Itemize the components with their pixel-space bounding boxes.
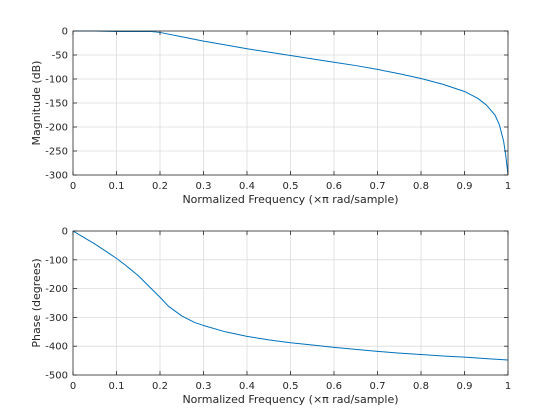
phase-x-axis-label: Normalized Frequency (×π rad/sample) <box>182 393 398 406</box>
magnitude-xtick-label: 1 <box>505 181 511 192</box>
magnitude-ytick-label: 0 <box>62 27 68 38</box>
phase-xtick-label: 0.9 <box>457 381 473 392</box>
magnitude-ytick-label: -250 <box>45 147 68 158</box>
phase-xtick-label: 1 <box>505 381 511 392</box>
magnitude-series-line <box>73 30 509 176</box>
magnitude-xtick-label: 0.1 <box>109 181 125 192</box>
phase-xtick-label: 0.3 <box>196 381 212 392</box>
magnitude-xtick-label: 0.9 <box>457 181 473 192</box>
phase-ytick-label: -300 <box>45 313 68 324</box>
magnitude-y-axis-label: Magnitude (dB) <box>30 61 43 146</box>
magnitude-xtick-label: 0 <box>70 181 76 192</box>
magnitude-ytick-label: -200 <box>45 123 68 134</box>
phase-y-axis-label: Phase (degrees) <box>30 258 43 347</box>
magnitude-xtick-label: 0.7 <box>370 181 386 192</box>
phase-series-line <box>72 230 509 361</box>
magnitude-ytick-label: -50 <box>52 51 68 62</box>
magnitude-plot: 0 0.1 0.2 0.3 0.4 0.5 0.6 0.7 0.8 0.9 1 0 -50 -100 -15… <box>30 27 511 207</box>
phase-xtick-label: 0.6 <box>326 381 342 392</box>
magnitude-xtick-label: 0.6 <box>326 181 342 192</box>
magnitude-xtick-label: 0.3 <box>196 181 212 192</box>
magnitude-xtick-label: 0.5 <box>283 181 299 192</box>
magnitude-ytick-label: -300 <box>45 171 68 182</box>
magnitude-xtick-label: 0.4 <box>239 181 255 192</box>
magnitude-x-axis-label: Normalized Frequency (×π rad/sample) <box>182 193 398 206</box>
magnitude-ytick-label: -150 <box>45 99 68 110</box>
phase-ytick-label: -400 <box>45 342 68 353</box>
phase-plot: 0 0.1 0.2 0.3 0.4 0.5 0.6 0.7 0.8 0.9 1 0 -100 -200 -3… <box>30 227 511 407</box>
magnitude-ytick-label: -100 <box>45 75 68 86</box>
phase-xtick-label: 0.1 <box>109 381 125 392</box>
phase-ytick-label: 0 <box>62 227 68 238</box>
phase-xtick-label: 0.2 <box>152 381 168 392</box>
phase-xtick-label: 0 <box>70 381 76 392</box>
phase-xtick-label: 0.8 <box>413 381 429 392</box>
phase-ytick-label: -500 <box>45 371 68 382</box>
phase-xtick-label: 0.7 <box>370 381 386 392</box>
magnitude-xtick-label: 0.8 <box>413 181 429 192</box>
phase-xtick-label: 0.5 <box>283 381 299 392</box>
phase-ytick-label: -200 <box>45 284 68 295</box>
magnitude-xtick-label: 0.2 <box>152 181 168 192</box>
phase-xtick-label: 0.4 <box>239 381 255 392</box>
phase-ytick-label: -100 <box>45 255 68 266</box>
